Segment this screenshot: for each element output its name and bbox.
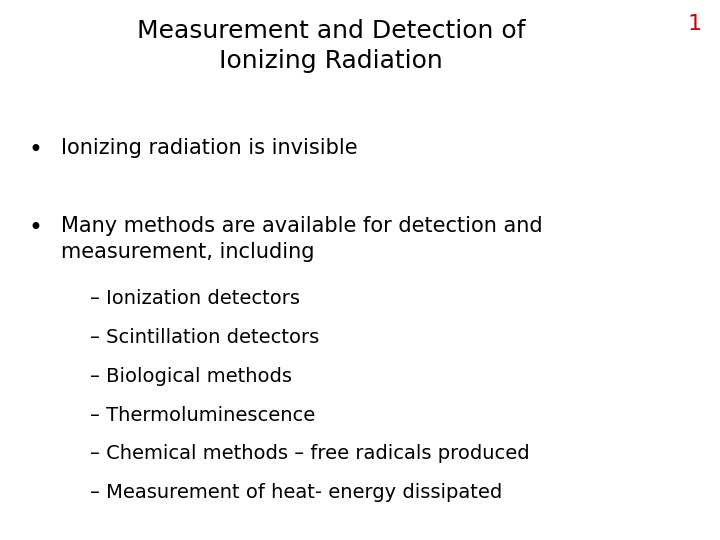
- Text: Ionizing radiation is invisible: Ionizing radiation is invisible: [61, 138, 358, 158]
- Text: – Scintillation detectors: – Scintillation detectors: [90, 328, 319, 347]
- Text: – Chemical methods – free radicals produced: – Chemical methods – free radicals produ…: [90, 444, 530, 463]
- Text: •: •: [29, 138, 42, 161]
- Text: Many methods are available for detection and
measurement, including: Many methods are available for detection…: [61, 216, 543, 261]
- Text: – Biological methods: – Biological methods: [90, 367, 292, 386]
- Text: – Ionization detectors: – Ionization detectors: [90, 289, 300, 308]
- Text: Measurement and Detection of
Ionizing Radiation: Measurement and Detection of Ionizing Ra…: [137, 19, 526, 72]
- Text: •: •: [29, 216, 42, 240]
- Text: – Thermoluminescence: – Thermoluminescence: [90, 406, 315, 424]
- Text: – Measurement of heat- energy dissipated: – Measurement of heat- energy dissipated: [90, 483, 503, 502]
- Text: 1: 1: [688, 14, 702, 33]
